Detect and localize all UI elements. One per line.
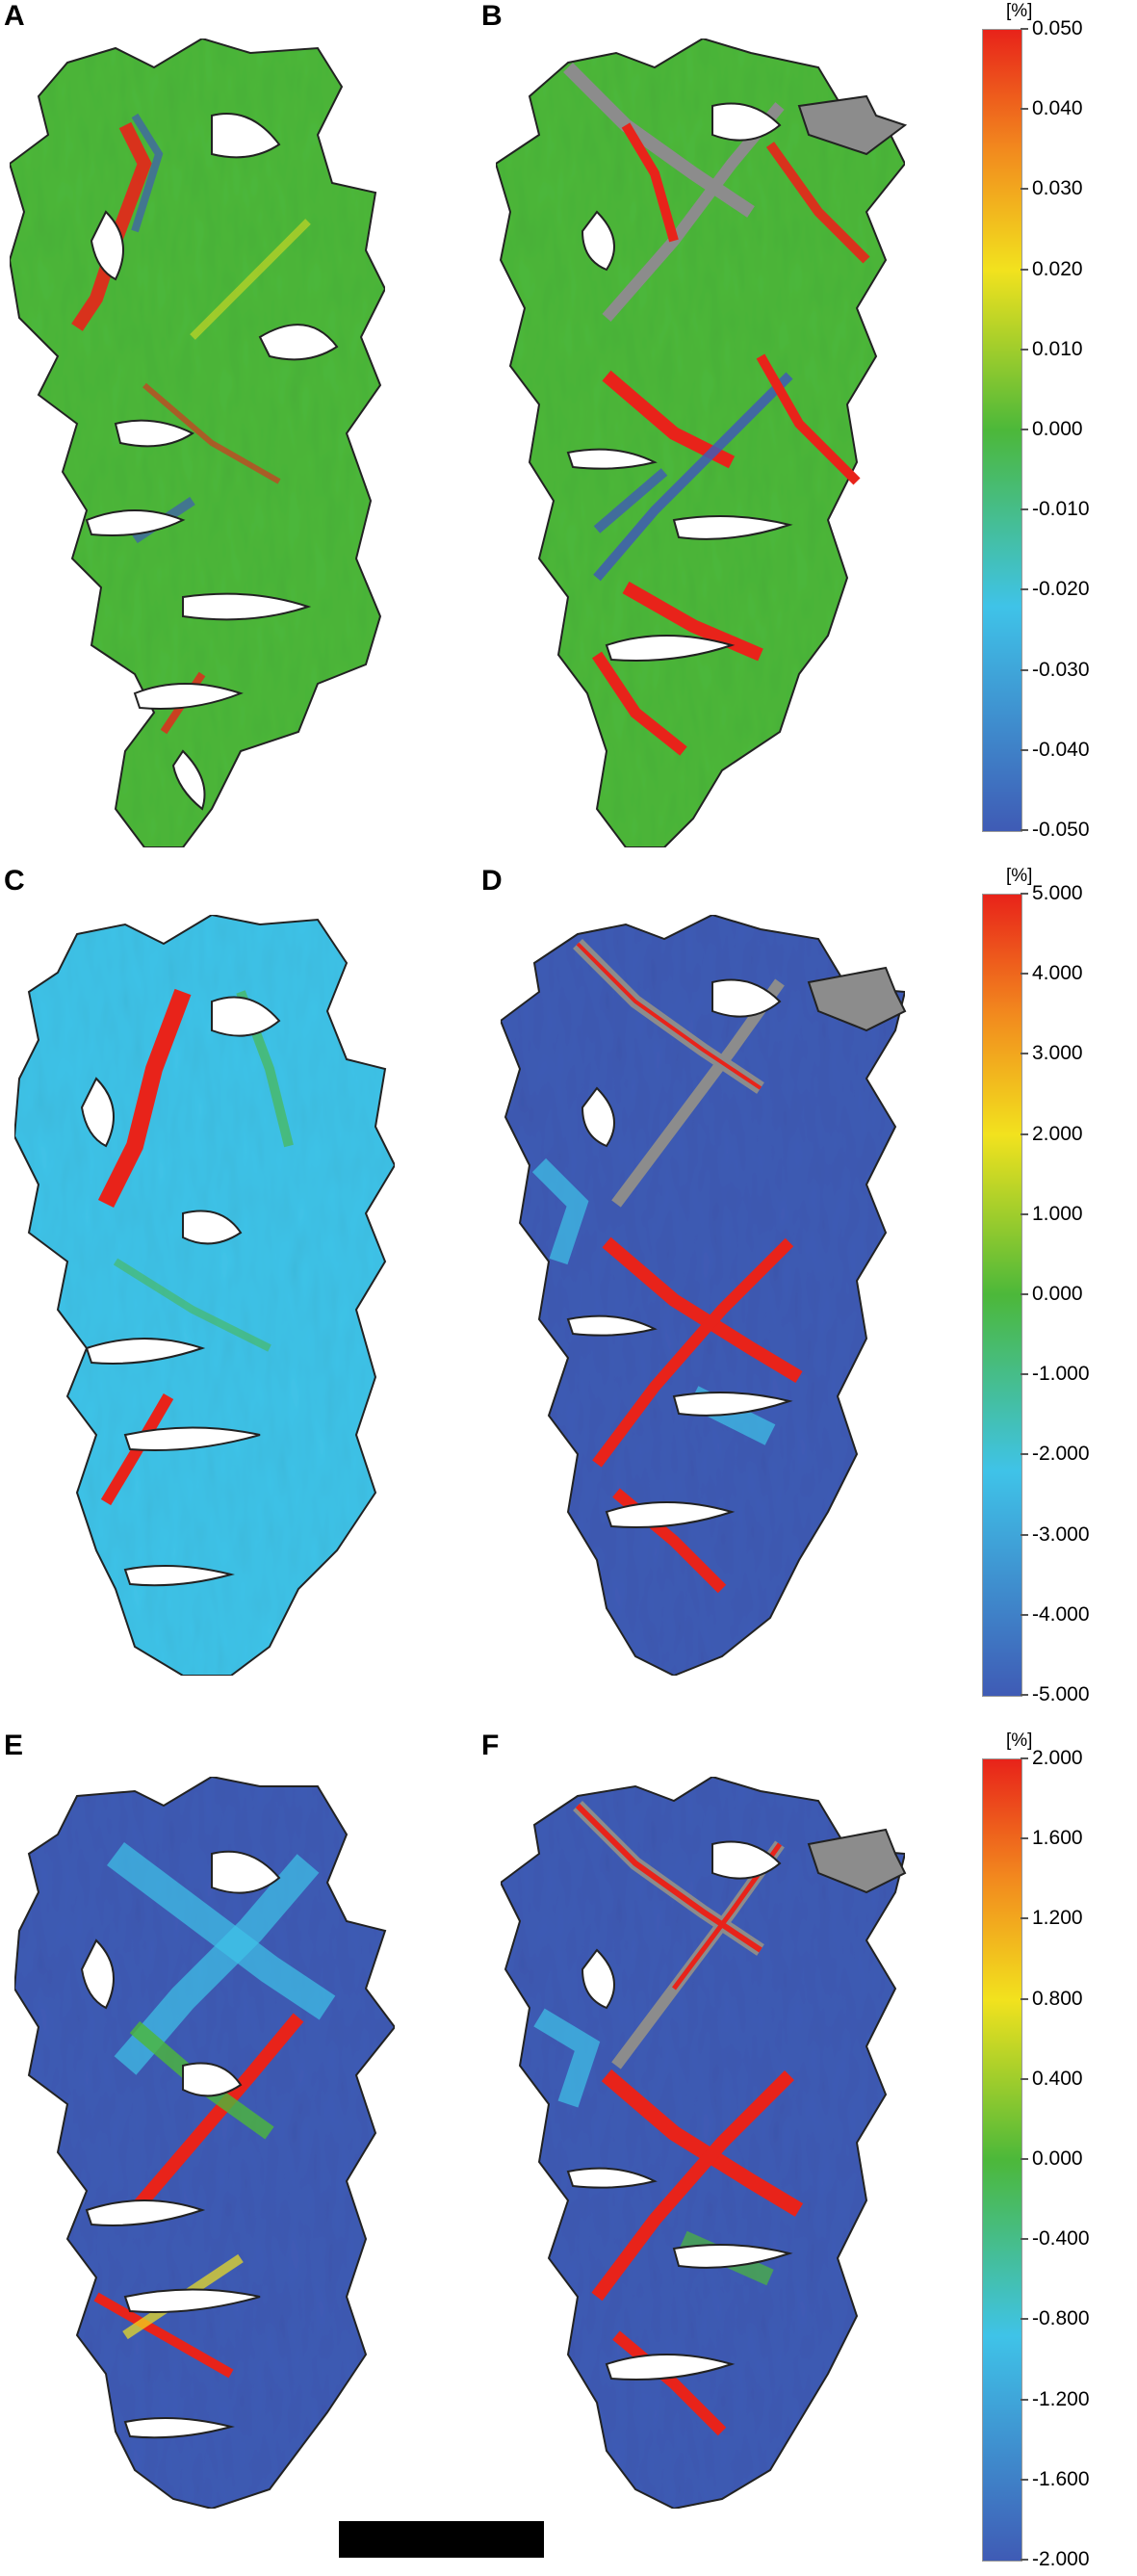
colorbar-unit-3: [%] bbox=[1006, 1730, 1033, 1751]
colorbar-tick-mark bbox=[1021, 1053, 1028, 1055]
colorbar-tick-mark bbox=[1021, 508, 1028, 511]
colorbar-tick-mark bbox=[1021, 188, 1028, 191]
colorbar-tick-mark bbox=[1021, 1212, 1028, 1215]
colorbar-tick-mark bbox=[1021, 1837, 1028, 1840]
colorbar-tick-label: 1.600 bbox=[1032, 1827, 1083, 1850]
colorbar-tick-label: 0.020 bbox=[1032, 257, 1083, 280]
colorbar-tick-label: 2.000 bbox=[1032, 1122, 1083, 1145]
strain-map-d bbox=[499, 913, 907, 1678]
strain-map-c bbox=[13, 913, 397, 1677]
scale-bar bbox=[339, 2521, 544, 2558]
colorbar-3 bbox=[982, 1758, 1022, 2562]
colorbar-tick-mark bbox=[1021, 268, 1028, 271]
colorbar-tick-mark bbox=[1021, 1613, 1028, 1616]
colorbar-tick-label: 0.800 bbox=[1032, 1987, 1083, 2010]
colorbar-tick-mark bbox=[1021, 1694, 1028, 1696]
panel-label-f: F bbox=[481, 1730, 500, 1761]
colorbar-tick-mark bbox=[1021, 1373, 1028, 1376]
colorbar-tick-label: -0.030 bbox=[1032, 658, 1090, 681]
colorbar-tick-label: 0.030 bbox=[1032, 177, 1083, 200]
colorbar-tick-mark bbox=[1021, 2158, 1028, 2160]
colorbar-tick-label: -0.400 bbox=[1032, 2227, 1090, 2251]
colorbar-tick-mark bbox=[1021, 973, 1028, 976]
colorbar-tick-label: 0.040 bbox=[1032, 97, 1083, 120]
colorbar-tick-label: -0.800 bbox=[1032, 2307, 1090, 2330]
colorbar-tick-mark bbox=[1021, 588, 1028, 591]
colorbar-tick-mark bbox=[1021, 1453, 1028, 1456]
colorbar-tick-label: -3.000 bbox=[1032, 1522, 1090, 1546]
colorbar-tick-label: 5.000 bbox=[1032, 882, 1083, 904]
colorbar-tick-label: -0.010 bbox=[1032, 498, 1090, 521]
colorbar-tick-label: 0.000 bbox=[1032, 2147, 1083, 2170]
colorbar-tick-label: -1.200 bbox=[1032, 2387, 1090, 2410]
colorbar-tick-mark bbox=[1021, 108, 1028, 111]
colorbar-unit-2: [%] bbox=[1006, 866, 1033, 886]
colorbar-tick-label: -0.040 bbox=[1032, 738, 1090, 761]
strain-map-a bbox=[8, 37, 387, 848]
colorbar-tick-label: -2.000 bbox=[1032, 2548, 1090, 2570]
colorbar-tick-label: -0.020 bbox=[1032, 578, 1090, 601]
colorbar-tick-label: 4.000 bbox=[1032, 962, 1083, 985]
panel-label-b: B bbox=[481, 0, 503, 32]
colorbar-tick-mark bbox=[1021, 1293, 1028, 1295]
colorbar-tick-mark bbox=[1021, 829, 1028, 831]
colorbar-tick-mark bbox=[1021, 2318, 1028, 2321]
colorbar-tick-mark bbox=[1021, 2238, 1028, 2241]
colorbar-tick-label: 2.000 bbox=[1032, 1747, 1083, 1769]
colorbar-tick-mark bbox=[1021, 2559, 1028, 2561]
colorbar-tick-label: 0.000 bbox=[1032, 1283, 1083, 1305]
colorbar-tick-mark bbox=[1021, 429, 1028, 430]
strain-map-f bbox=[499, 1775, 907, 2511]
panel-label-c: C bbox=[4, 865, 25, 897]
colorbar-tick-label: 0.050 bbox=[1032, 17, 1083, 39]
colorbar-2 bbox=[982, 894, 1022, 1697]
colorbar-tick-mark bbox=[1021, 2398, 1028, 2401]
colorbar-tick-label: 3.000 bbox=[1032, 1042, 1083, 1065]
colorbar-tick-mark bbox=[1021, 28, 1028, 30]
colorbar-tick-label: 1.200 bbox=[1032, 1907, 1083, 1930]
panel-label-a: A bbox=[4, 0, 25, 32]
colorbar-tick-label: -2.000 bbox=[1032, 1443, 1090, 1466]
colorbar-tick-label: -1.000 bbox=[1032, 1363, 1090, 1386]
colorbar-tick-mark bbox=[1021, 2478, 1028, 2481]
colorbar-tick-label: -1.600 bbox=[1032, 2467, 1090, 2490]
colorbar-unit-1: [%] bbox=[1006, 1, 1033, 21]
colorbar-tick-label: -5.000 bbox=[1032, 1683, 1090, 1705]
colorbar-tick-mark bbox=[1021, 1917, 1028, 1920]
colorbar-tick-mark bbox=[1021, 668, 1028, 671]
colorbar-tick-label: 0.000 bbox=[1032, 418, 1083, 440]
colorbar-tick-mark bbox=[1021, 1533, 1028, 1536]
panel-label-d: D bbox=[481, 865, 503, 897]
strain-map-b bbox=[494, 37, 908, 848]
panel-label-e: E bbox=[4, 1730, 24, 1761]
colorbar-tick-mark bbox=[1021, 348, 1028, 351]
colorbar-tick-label: 1.000 bbox=[1032, 1202, 1083, 1225]
colorbar-tick-label: -4.000 bbox=[1032, 1602, 1090, 1626]
strain-map-e bbox=[13, 1775, 397, 2511]
colorbar-tick-label: -0.050 bbox=[1032, 819, 1090, 841]
colorbar-tick-mark bbox=[1021, 1132, 1028, 1135]
colorbar-tick-label: 0.010 bbox=[1032, 337, 1083, 360]
colorbar-tick-mark bbox=[1021, 893, 1028, 895]
colorbar-tick-mark bbox=[1021, 748, 1028, 751]
colorbar-tick-mark bbox=[1021, 1757, 1028, 1759]
colorbar-tick-label: 0.400 bbox=[1032, 2067, 1083, 2090]
colorbar-1 bbox=[982, 29, 1022, 832]
colorbar-tick-mark bbox=[1021, 2077, 1028, 2080]
colorbar-tick-mark bbox=[1021, 1997, 1028, 2000]
